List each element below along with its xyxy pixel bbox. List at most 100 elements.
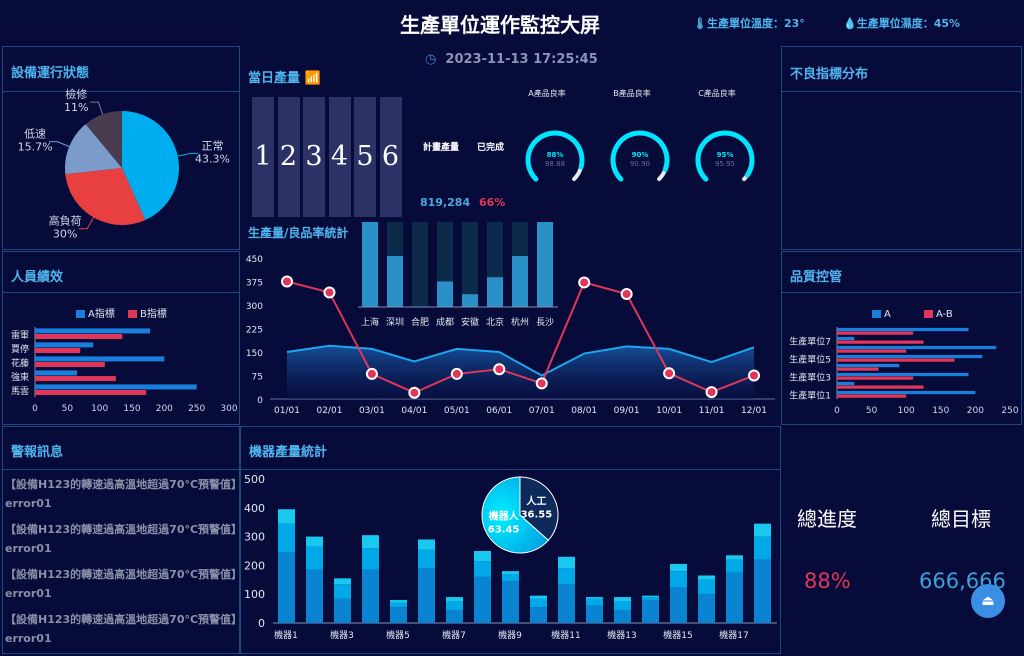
tick-label: 250 xyxy=(188,404,205,414)
tick-label: 04/01 xyxy=(401,406,427,416)
digit-box: 1 xyxy=(252,97,274,217)
category-label: 強東 xyxy=(11,371,29,383)
alarm-code: error01 xyxy=(5,542,52,555)
plan-label: 計畫產量 xyxy=(423,143,460,153)
slice-label: 機器人 xyxy=(489,509,520,522)
bar-segment xyxy=(390,599,407,603)
bar-segment xyxy=(334,578,351,585)
bar-segment xyxy=(586,605,603,623)
slice-label: 檢修 xyxy=(65,87,87,101)
alarm-text: 【設備H123的轉速過高溫地超過70°C預警值】 xyxy=(5,613,243,626)
data-point xyxy=(408,386,421,399)
panel-title: 警報訊息 xyxy=(11,445,64,460)
bar xyxy=(387,256,403,307)
target-label: 總目標 xyxy=(931,507,991,531)
label-line xyxy=(49,141,70,147)
tick-label: 450 xyxy=(246,255,263,265)
bar xyxy=(837,394,907,398)
temperature-readout: 🌡生產單位溫度：23° xyxy=(693,15,805,31)
bar-segment xyxy=(558,584,575,623)
category-label: 機器11 xyxy=(551,629,580,641)
equipment-panel: 設備運行狀態 xyxy=(2,46,240,250)
legend-label: A指標 xyxy=(88,307,115,320)
data-point xyxy=(663,367,676,380)
alarm-code: error01 xyxy=(5,587,52,600)
bar xyxy=(35,370,78,376)
bar-segment xyxy=(558,556,575,569)
category-label: 機器1 xyxy=(274,629,298,641)
bar-segment xyxy=(642,597,659,600)
alarm-item[interactable]: 【設備H123的轉速過高溫地超過70°C預警值】 error01 xyxy=(5,610,243,648)
bar xyxy=(837,363,900,368)
bar xyxy=(837,331,914,335)
daily-title: 當日產量 📶 xyxy=(248,67,321,86)
category-label: 生產單位3 xyxy=(789,372,831,384)
gauge-arc xyxy=(525,130,585,182)
tick-label: 07/01 xyxy=(529,406,555,416)
tick-label: 01/01 xyxy=(274,406,300,416)
bar-segment xyxy=(474,551,491,562)
category-label: 馬雲 xyxy=(11,386,29,397)
category-label: 生產單位5 xyxy=(789,354,831,366)
bar xyxy=(837,345,997,350)
data-point xyxy=(620,288,633,301)
category-label: 機器15 xyxy=(663,629,692,641)
gauge-arc xyxy=(695,130,755,182)
pie-slice xyxy=(85,111,122,168)
bar xyxy=(837,336,855,341)
gauge-percent: 88% xyxy=(547,151,564,159)
digit-box: 4 xyxy=(328,97,351,217)
bar xyxy=(837,349,907,353)
legend-swatch xyxy=(924,310,933,318)
gauge-value: 88.88 xyxy=(545,160,565,168)
tick-label: 0 xyxy=(32,404,38,414)
area-line xyxy=(286,344,755,377)
bar-segment xyxy=(474,561,491,577)
data-point xyxy=(578,276,591,289)
bar-segment xyxy=(530,598,547,608)
temperature-text: 生產單位溫度：23° xyxy=(706,17,805,30)
bar-segment xyxy=(418,568,435,623)
alarm-item[interactable]: 【設備H123的轉速過高溫地超過70°C預警值】 error01 xyxy=(5,520,242,558)
bar-segment xyxy=(670,571,687,587)
tick-label: 375 xyxy=(246,279,263,289)
bar xyxy=(512,256,528,307)
category-label: 成都 xyxy=(436,316,454,328)
alarm-item[interactable]: 【設備H123的轉速過高溫地超過70°C預警值】 error01 xyxy=(5,475,242,513)
category-label: 上海 xyxy=(361,316,379,328)
category-label: 機器9 xyxy=(498,629,522,641)
bar-segment xyxy=(698,579,715,595)
clock-icon: ◷ xyxy=(425,52,437,67)
bar-segment xyxy=(614,597,631,602)
category-label: 長沙 xyxy=(536,317,554,328)
digit-box: 5 xyxy=(354,97,376,217)
bar xyxy=(35,348,81,354)
bar xyxy=(837,390,976,395)
tick-label: 150 xyxy=(246,349,263,359)
tick-label: 200 xyxy=(967,406,984,416)
tick-label: 225 xyxy=(246,326,263,336)
alarm-item[interactable]: 【設備H123的轉速過高溫地超過70°C預警值】 error01 xyxy=(5,565,243,603)
tick-label: 400 xyxy=(244,502,265,515)
alarm-code: error01 xyxy=(5,632,52,645)
legend-swatch xyxy=(872,310,881,318)
bar-segment xyxy=(362,569,379,623)
gauge-label: A產品良率 xyxy=(528,88,565,98)
bar xyxy=(837,385,924,389)
bar xyxy=(837,381,855,386)
alarm-text: 【設備H123的轉速過高溫地超過70°C預警值】 xyxy=(5,568,243,581)
tick-label: 200 xyxy=(244,559,265,572)
bar-segment xyxy=(726,559,743,573)
legend-label: B指標 xyxy=(140,307,167,320)
data-point xyxy=(748,369,760,382)
page-title: 生產單位運作監控大屏 xyxy=(400,13,600,37)
data-point xyxy=(323,286,336,299)
gauge-percent: 95% xyxy=(717,151,734,159)
series-line xyxy=(286,280,755,394)
tick-label: 06/01 xyxy=(486,406,512,416)
bar xyxy=(837,376,914,380)
bar xyxy=(462,294,478,307)
alarm-fab-button[interactable]: ⏏ xyxy=(971,584,1005,618)
category-label: 杭州 xyxy=(511,316,529,328)
